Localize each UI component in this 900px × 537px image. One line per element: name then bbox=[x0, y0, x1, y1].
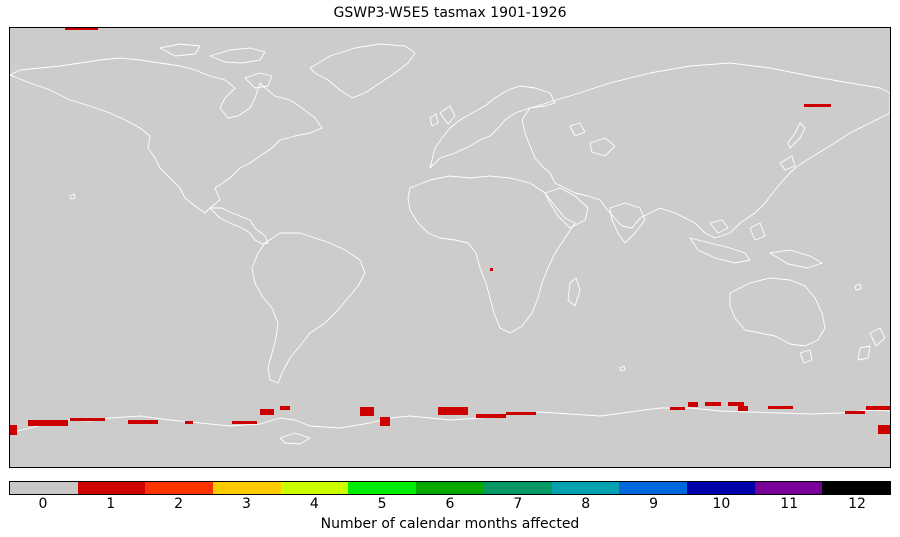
affected-region bbox=[438, 407, 468, 415]
affected-regions bbox=[10, 28, 890, 435]
colorbar-tick-label: 9 bbox=[649, 496, 658, 512]
affected-region bbox=[506, 412, 536, 415]
affected-region bbox=[280, 406, 290, 410]
affected-region bbox=[768, 406, 793, 409]
colorbar-tick-label: 10 bbox=[712, 496, 731, 512]
world-map bbox=[9, 27, 891, 468]
colorbar-tick-label: 0 bbox=[38, 496, 48, 512]
map-title: GSWP3-W5E5 tasmax 1901-1926 bbox=[333, 5, 567, 21]
colorbar-tick-label: 3 bbox=[241, 496, 251, 512]
colorbar-tick-label: 4 bbox=[309, 496, 319, 512]
affected-region bbox=[688, 402, 698, 407]
colorbar-swatch bbox=[348, 482, 417, 494]
colorbar-tick-label: 6 bbox=[445, 496, 455, 512]
affected-region bbox=[128, 420, 158, 424]
affected-region bbox=[65, 28, 98, 30]
coastline-europe bbox=[429, 85, 556, 169]
colorbar-tick-label: 8 bbox=[581, 496, 591, 512]
colorbar bbox=[9, 481, 891, 495]
affected-region bbox=[260, 409, 274, 415]
colorbar-tick-label: 5 bbox=[377, 496, 387, 512]
colorbar-swatch bbox=[551, 482, 620, 494]
colorbar-tick-label: 7 bbox=[513, 496, 523, 512]
coastline-australia bbox=[729, 277, 826, 347]
colorbar-swatch bbox=[619, 482, 687, 494]
affected-region bbox=[804, 104, 831, 107]
affected-region bbox=[10, 425, 17, 435]
affected-region bbox=[28, 420, 68, 426]
affected-region bbox=[380, 417, 390, 426]
coastline-greenland bbox=[309, 43, 416, 99]
affected-region bbox=[185, 421, 193, 424]
colorbar-ticks: 0 1 2 3 4 5 6 7 8 9 10 11 12 bbox=[9, 496, 891, 516]
coastline-north-america bbox=[10, 57, 323, 214]
affected-region bbox=[878, 425, 890, 434]
colorbar-swatch bbox=[145, 482, 214, 494]
colorbar-swatch bbox=[483, 482, 552, 494]
coastline-antarctica bbox=[10, 407, 890, 434]
affected-region bbox=[705, 402, 721, 406]
coastline-asia bbox=[521, 62, 890, 239]
colorbar-tick-label: 11 bbox=[780, 496, 799, 512]
colorbar-swatch bbox=[10, 482, 78, 494]
colorbar-swatch bbox=[280, 482, 349, 494]
affected-region bbox=[845, 411, 865, 414]
colorbar-tick-label: 12 bbox=[848, 496, 866, 512]
colorbar-swatch bbox=[416, 482, 484, 494]
colorbar-label: Number of calendar months affected bbox=[320, 516, 580, 532]
affected-region bbox=[670, 407, 685, 410]
colorbar-swatch bbox=[754, 482, 823, 494]
affected-region bbox=[476, 414, 506, 418]
colorbar-swatch bbox=[77, 482, 146, 494]
affected-region bbox=[490, 268, 493, 271]
colorbar-tick-label: 2 bbox=[174, 496, 184, 512]
colorbar-swatch bbox=[822, 482, 890, 494]
coastline-africa bbox=[407, 175, 576, 334]
coastline-south-america bbox=[251, 232, 366, 384]
colorbar-tick-label: 1 bbox=[106, 496, 116, 512]
coastline-central-america bbox=[209, 207, 269, 245]
affected-region bbox=[232, 421, 257, 424]
affected-region bbox=[866, 406, 890, 410]
colorbar-swatch bbox=[213, 482, 281, 494]
affected-region bbox=[360, 407, 374, 416]
affected-region bbox=[738, 406, 748, 411]
affected-region bbox=[70, 418, 105, 421]
colorbar-swatch bbox=[686, 482, 755, 494]
affected-region bbox=[728, 402, 744, 406]
